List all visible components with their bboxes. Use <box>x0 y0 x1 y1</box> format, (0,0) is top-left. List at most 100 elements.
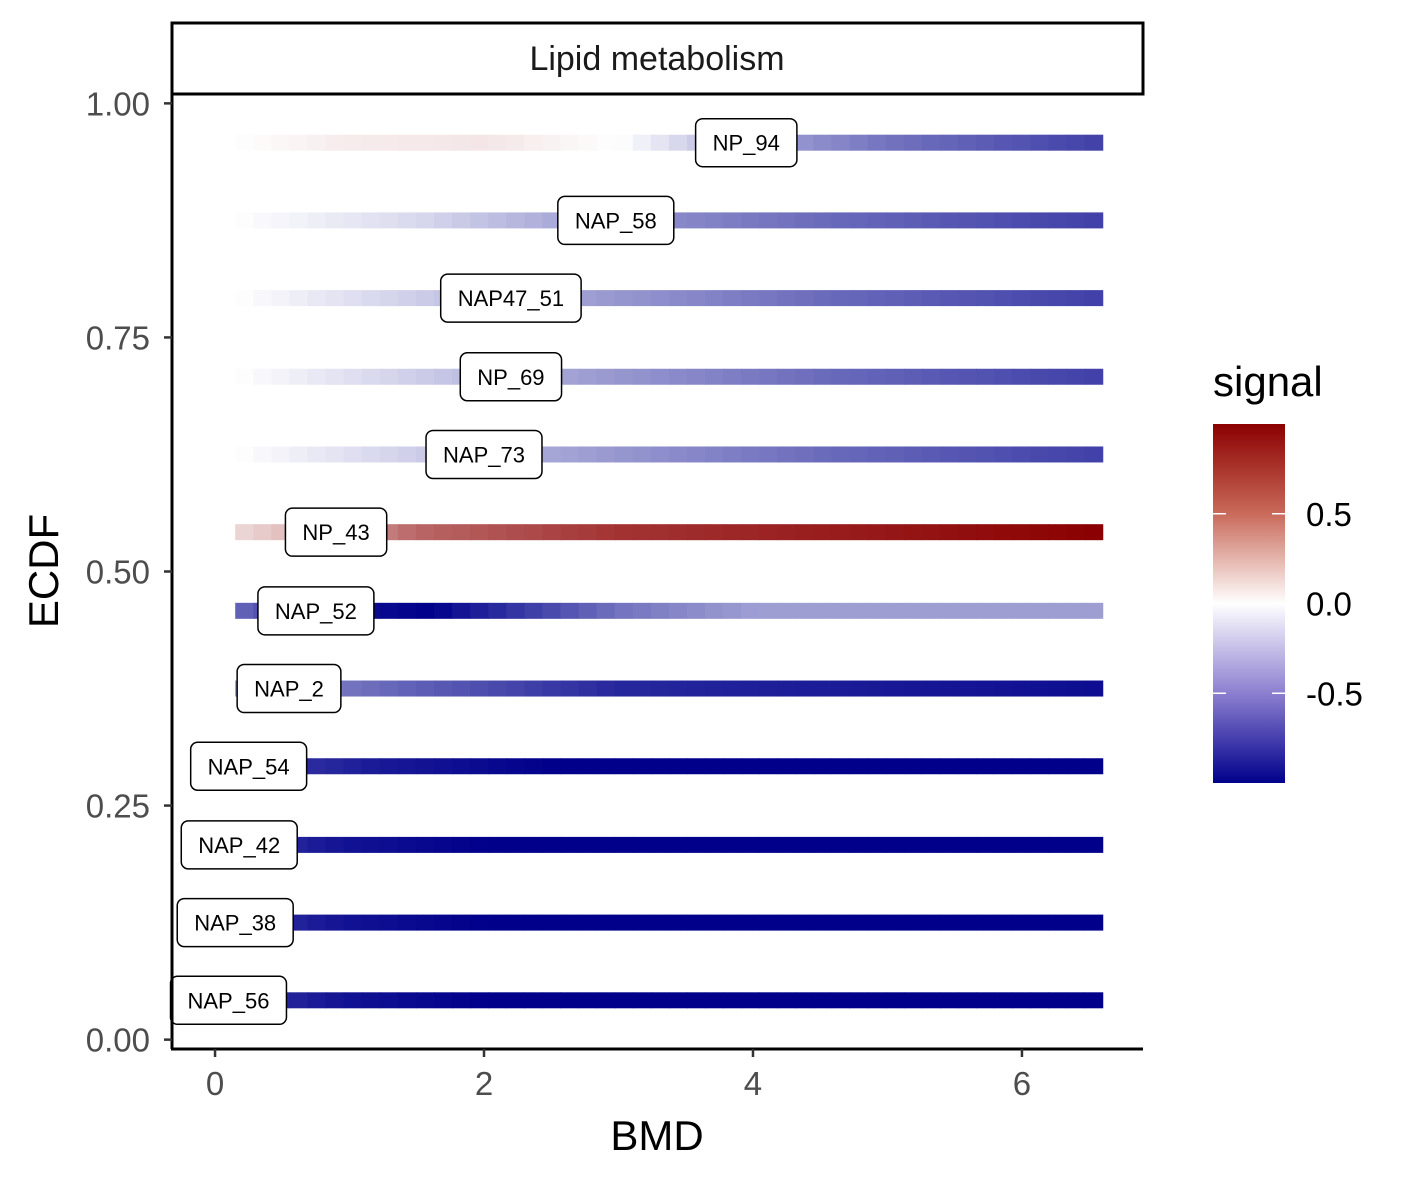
bar-segment <box>958 524 977 541</box>
bar-segment <box>1048 680 1068 697</box>
series-label: NP_94 <box>694 117 798 168</box>
bar-segment <box>940 992 959 1009</box>
bar-segment <box>994 914 1013 931</box>
bar-segment <box>994 212 1013 229</box>
bar-segment <box>687 290 706 307</box>
bar-segment <box>632 368 652 385</box>
legend-ticks: 0.5 0.0 -0.5 <box>1213 496 1363 712</box>
bar-segment <box>560 134 580 151</box>
bar-segment <box>415 134 435 151</box>
bar-segment <box>867 368 887 385</box>
bar-segment <box>397 368 417 385</box>
bar-segment <box>1012 836 1031 853</box>
bar-segment <box>1030 212 1050 229</box>
bar-segment <box>831 992 851 1009</box>
bar-segment <box>903 992 923 1009</box>
bar-segment <box>1084 836 1104 853</box>
bar-segment <box>650 446 670 463</box>
bar-segment <box>777 212 797 229</box>
bar-segment <box>271 212 291 229</box>
bar-segment <box>506 212 525 229</box>
bar-segment <box>488 836 507 853</box>
series-label-box <box>189 741 308 791</box>
bar-segment <box>542 212 562 229</box>
series-label-text: NAP_2 <box>254 677 324 702</box>
bar-segment <box>759 836 778 853</box>
bar-segment <box>777 680 797 697</box>
bar-segment <box>1084 212 1104 229</box>
bar-segment <box>542 524 562 541</box>
bar-segment <box>921 368 941 385</box>
bar-segment <box>397 134 417 151</box>
bar-segment <box>379 992 399 1009</box>
bar-segment <box>415 602 435 619</box>
bar-segment <box>958 602 977 619</box>
series-label-text: NAP_56 <box>188 988 270 1013</box>
bar-segment <box>488 602 507 619</box>
bar-segment <box>994 992 1013 1009</box>
series-label-box <box>439 273 582 323</box>
axes: 0.00 0.25 0.50 0.75 1.00 0 2 4 6 <box>86 85 1143 1102</box>
bar-segment <box>921 758 941 775</box>
bar-segment <box>596 524 616 541</box>
bar-segment <box>687 524 706 541</box>
bar-segment <box>379 290 399 307</box>
bar-segment <box>867 992 887 1009</box>
bar-segment <box>379 602 399 619</box>
bar-segment <box>542 992 562 1009</box>
bar-segment <box>1048 290 1068 307</box>
bar-segment <box>940 290 959 307</box>
bar-segment <box>994 836 1013 853</box>
bar-segment <box>488 680 507 697</box>
bar-segment <box>813 758 833 775</box>
series-label-text: NAP47_51 <box>458 286 564 311</box>
bar-segment <box>795 524 815 541</box>
series-label: NAP_52 <box>257 586 375 636</box>
bar-segment <box>253 524 272 541</box>
bar-segment <box>1084 524 1104 541</box>
bar-segment <box>397 446 417 463</box>
bar-segment <box>1012 212 1031 229</box>
bar-segment <box>470 524 489 541</box>
series-label-text: NAP_73 <box>443 442 525 467</box>
series-label: NP_43 <box>284 507 388 557</box>
bar-segment <box>741 290 760 307</box>
bar-segment <box>1012 758 1031 775</box>
bar-segment <box>687 446 706 463</box>
bar-segment <box>1048 212 1068 229</box>
bar-segment <box>307 446 327 463</box>
bar-segment <box>397 914 417 931</box>
bar-segment <box>596 836 616 853</box>
bar-segment <box>759 992 778 1009</box>
bar-segment <box>831 914 851 931</box>
bar-segment <box>795 680 815 697</box>
bar-segment <box>614 290 634 307</box>
bar-segment <box>867 134 887 151</box>
bar-segment <box>1066 758 1086 775</box>
bar-segment <box>560 914 580 931</box>
bar-segment <box>307 368 327 385</box>
bar-segment <box>343 446 363 463</box>
series-label-text: NP_69 <box>477 365 544 390</box>
bar-segment <box>885 914 905 931</box>
series-label: NAP_54 <box>189 741 308 791</box>
bar-segment <box>921 914 941 931</box>
bar-segment <box>415 992 435 1009</box>
bar-segment <box>759 914 778 931</box>
series-label-text: NAP_58 <box>575 208 657 233</box>
bar-segment <box>741 914 760 931</box>
bar-segment <box>578 602 598 619</box>
bar-segment <box>885 368 905 385</box>
bar-segment <box>614 758 634 775</box>
bar-segment <box>885 446 905 463</box>
bar-segment <box>867 212 887 229</box>
bar-segment <box>506 758 525 775</box>
bar-segment <box>343 992 363 1009</box>
bar-segment <box>506 602 525 619</box>
bar-segment <box>560 446 580 463</box>
bar-segment <box>705 836 724 853</box>
bar-segment <box>343 836 363 853</box>
bar-segment <box>958 758 977 775</box>
series-label-box <box>257 586 375 636</box>
bar-segment <box>596 680 616 697</box>
